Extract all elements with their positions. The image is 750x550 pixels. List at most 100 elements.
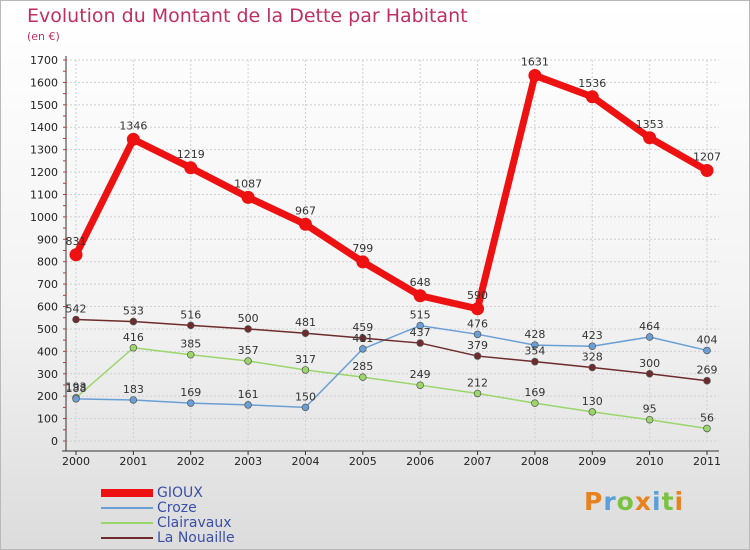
point-croze	[301, 403, 310, 412]
point-croze	[645, 333, 654, 341]
x-tick-label: 2010	[636, 455, 664, 468]
x-tick-label: 2002	[177, 455, 205, 468]
legend-label-croze: Croze	[157, 500, 197, 516]
point-croze	[416, 321, 424, 330]
data-label-la-nouaille: 542	[66, 303, 87, 316]
series-line-la-nouaille	[75, 318, 708, 382]
legend-label-clairavaux: Clairavaux	[157, 515, 232, 531]
y-tick-label: 1200	[30, 166, 58, 179]
point-clairavaux	[588, 408, 597, 416]
data-label-la-nouaille: 354	[524, 345, 545, 358]
legend-swatch-la-nouaille	[101, 537, 153, 539]
point-croze	[129, 396, 138, 404]
data-label-croze: 515	[410, 309, 431, 322]
data-label-gioux: 1346	[119, 119, 147, 132]
data-label-gioux: 1207	[693, 150, 721, 163]
axes	[62, 56, 719, 455]
point-gioux	[643, 131, 657, 145]
data-label-croze: 476	[467, 317, 488, 330]
data-label-clairavaux: 95	[643, 403, 657, 416]
data-label-gioux: 967	[295, 204, 316, 217]
y-tick-label: 1100	[30, 188, 58, 201]
data-label-croze: 161	[238, 388, 259, 401]
data-label-la-nouaille: 500	[238, 312, 259, 325]
point-clairavaux	[416, 381, 424, 389]
logo-letter: t	[661, 487, 675, 516]
point-la-nouaille	[129, 317, 138, 326]
point-la-nouaille	[186, 321, 195, 330]
series-line-clairavaux	[75, 347, 708, 430]
tick-labels: 0 100 200 300 400 500 600 700 800 900 1000 1100 1200…	[30, 54, 721, 468]
series-line-gioux	[72, 71, 711, 313]
point-croze	[359, 345, 367, 353]
point-croze	[244, 401, 252, 409]
y-tick-label: 800	[37, 256, 58, 269]
y-tick-label: 300	[37, 368, 58, 381]
data-labels: 193 416 385 357 317 285 249 212 169 130 95 56 188 183…	[66, 55, 722, 424]
point-la-nouaille	[244, 325, 252, 333]
point-la-nouaille	[301, 329, 310, 337]
point-la-nouaille	[473, 352, 482, 360]
data-label-croze: 464	[639, 320, 660, 333]
point-gioux	[126, 132, 140, 146]
data-label-croze: 169	[180, 386, 201, 399]
data-label-clairavaux: 212	[467, 376, 488, 389]
data-label-la-nouaille: 379	[467, 339, 488, 352]
x-tick-label: 2005	[349, 455, 377, 468]
data-label-gioux: 1353	[636, 118, 664, 131]
data-label-la-nouaille: 269	[697, 364, 718, 377]
point-la-nouaille	[588, 363, 597, 372]
y-tick-label: 500	[37, 323, 58, 336]
data-label-gioux: 1219	[177, 148, 205, 161]
data-label-clairavaux: 169	[524, 386, 545, 399]
x-tick-label: 2001	[119, 455, 147, 468]
point-gioux	[413, 289, 427, 303]
logo-letter: i	[652, 487, 662, 516]
x-tick-label: 2011	[693, 455, 721, 468]
point-la-nouaille	[645, 370, 654, 378]
y-tick-label: 1300	[30, 144, 58, 157]
proxiti-logo[interactable]: Proxiti	[584, 487, 684, 516]
data-label-croze: 428	[524, 328, 545, 341]
point-la-nouaille	[416, 339, 424, 347]
data-label-croze: 150	[295, 390, 316, 403]
x-tick-label: 2007	[464, 455, 492, 468]
logo-letter: x	[634, 487, 652, 516]
point-gioux	[298, 217, 312, 231]
y-tick-label: 1400	[30, 121, 58, 134]
legend-swatch-gioux	[101, 489, 153, 497]
data-label-clairavaux: 317	[295, 353, 316, 366]
y-tick-label: 1600	[30, 76, 58, 89]
data-label-clairavaux: 385	[180, 338, 201, 351]
data-label-la-nouaille: 481	[295, 316, 316, 329]
logo-letter: i	[674, 487, 685, 516]
y-tick-label: 700	[37, 278, 58, 291]
x-tick-label: 2009	[578, 455, 606, 468]
data-label-gioux: 831	[66, 235, 87, 248]
data-label-croze: 423	[582, 329, 603, 342]
y-tick-label: 0	[51, 435, 58, 448]
point-croze	[186, 399, 195, 407]
point-clairavaux	[301, 366, 310, 374]
point-gioux	[69, 248, 83, 262]
data-label-clairavaux: 249	[410, 368, 431, 381]
logo-letter: P	[584, 487, 604, 516]
point-la-nouaille	[531, 357, 539, 366]
point-clairavaux	[244, 357, 252, 365]
x-tick-label: 2000	[62, 455, 90, 468]
point-clairavaux	[359, 373, 367, 381]
x-tick-label: 2008	[521, 455, 549, 468]
point-clairavaux	[703, 424, 711, 433]
point-croze	[531, 341, 539, 349]
point-gioux	[184, 161, 198, 175]
y-tick-label: 100	[37, 413, 58, 426]
point-clairavaux	[645, 415, 654, 424]
data-label-croze: 411	[352, 332, 373, 345]
y-tick-label: 1700	[30, 54, 58, 67]
data-label-gioux: 1536	[578, 77, 606, 90]
point-croze	[473, 330, 482, 339]
y-tick-label: 1000	[30, 211, 58, 224]
grid	[66, 59, 719, 442]
